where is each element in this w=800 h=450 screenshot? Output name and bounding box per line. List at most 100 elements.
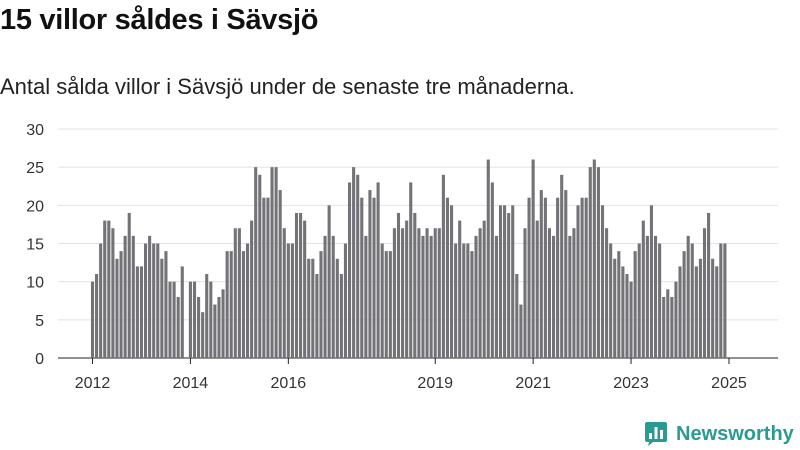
y-tick-label: 5	[35, 313, 44, 330]
bar	[372, 197, 376, 358]
bar	[254, 167, 258, 358]
y-tick-label: 25	[26, 160, 44, 177]
bar	[168, 281, 172, 358]
bar	[658, 243, 662, 358]
bar	[152, 243, 156, 358]
bar	[523, 228, 527, 358]
bar	[670, 296, 674, 358]
bar	[568, 235, 572, 358]
bar	[95, 274, 99, 358]
x-tick-label: 2014	[173, 375, 209, 392]
bar	[662, 296, 666, 358]
y-tick-label: 20	[26, 198, 44, 215]
bar	[176, 296, 180, 358]
bar	[498, 205, 503, 358]
bar	[503, 205, 507, 358]
bar	[543, 197, 547, 358]
bar	[290, 243, 294, 358]
bar	[237, 228, 241, 358]
bar	[511, 205, 515, 358]
bar	[266, 197, 270, 358]
bar	[343, 243, 348, 358]
bar	[702, 228, 707, 358]
bar	[282, 228, 286, 358]
bar	[686, 235, 690, 358]
bar	[474, 235, 478, 358]
bar	[515, 274, 519, 358]
bar	[131, 235, 135, 358]
bar	[233, 228, 237, 358]
bar	[250, 220, 254, 358]
bar	[425, 228, 429, 358]
bar	[519, 304, 523, 358]
bar	[690, 243, 694, 358]
bar	[115, 258, 119, 358]
bar	[535, 220, 539, 358]
bar	[605, 228, 609, 358]
bar	[180, 266, 184, 358]
bar	[482, 220, 486, 358]
x-tick-label: 2016	[271, 375, 307, 392]
bar	[307, 258, 311, 358]
x-tick-label: 2021	[515, 375, 551, 392]
y-tick-label: 0	[35, 351, 44, 368]
bar	[156, 243, 160, 358]
bar	[90, 281, 95, 358]
bar	[148, 235, 152, 358]
bar	[584, 197, 588, 358]
bar	[547, 228, 552, 358]
bar	[429, 235, 433, 358]
y-tick-label: 10	[26, 275, 44, 292]
bar	[641, 220, 645, 358]
bar	[376, 182, 380, 358]
bar	[625, 274, 629, 358]
bar	[270, 167, 274, 358]
y-tick-label: 30	[26, 122, 44, 139]
bar	[401, 228, 405, 358]
bar	[160, 258, 164, 358]
bar	[352, 167, 356, 358]
bar	[609, 243, 613, 358]
bar	[143, 243, 148, 358]
highlight-data-label: 15	[733, 110, 753, 114]
bar	[445, 197, 450, 358]
bar	[368, 190, 372, 358]
bar	[551, 235, 556, 358]
bar	[413, 212, 417, 358]
bar	[637, 243, 641, 358]
bar	[262, 197, 266, 358]
x-tick-label: 2019	[417, 375, 453, 392]
bar	[299, 212, 303, 358]
bar	[294, 212, 299, 358]
bar	[711, 258, 715, 358]
bar	[139, 266, 144, 358]
bar	[674, 281, 678, 358]
bar	[188, 281, 192, 358]
bar	[531, 159, 535, 358]
bar	[347, 182, 352, 358]
bar	[258, 174, 262, 358]
bar	[600, 205, 605, 358]
bar	[556, 197, 560, 358]
bar	[723, 243, 727, 358]
bar	[364, 235, 368, 358]
bar	[490, 182, 494, 358]
bar	[323, 235, 327, 358]
bar	[388, 251, 392, 358]
bar	[653, 235, 658, 358]
bar	[123, 235, 127, 358]
bar	[331, 235, 335, 358]
bar	[315, 274, 319, 358]
bar	[111, 228, 115, 358]
bar	[217, 296, 221, 358]
bar	[278, 190, 282, 358]
bar	[629, 281, 633, 358]
bar	[462, 243, 466, 358]
bar	[441, 174, 445, 358]
bar	[335, 258, 339, 358]
bar	[319, 251, 323, 358]
bar	[241, 251, 246, 358]
bar	[437, 228, 441, 358]
bar	[417, 228, 421, 358]
bar	[360, 197, 364, 358]
